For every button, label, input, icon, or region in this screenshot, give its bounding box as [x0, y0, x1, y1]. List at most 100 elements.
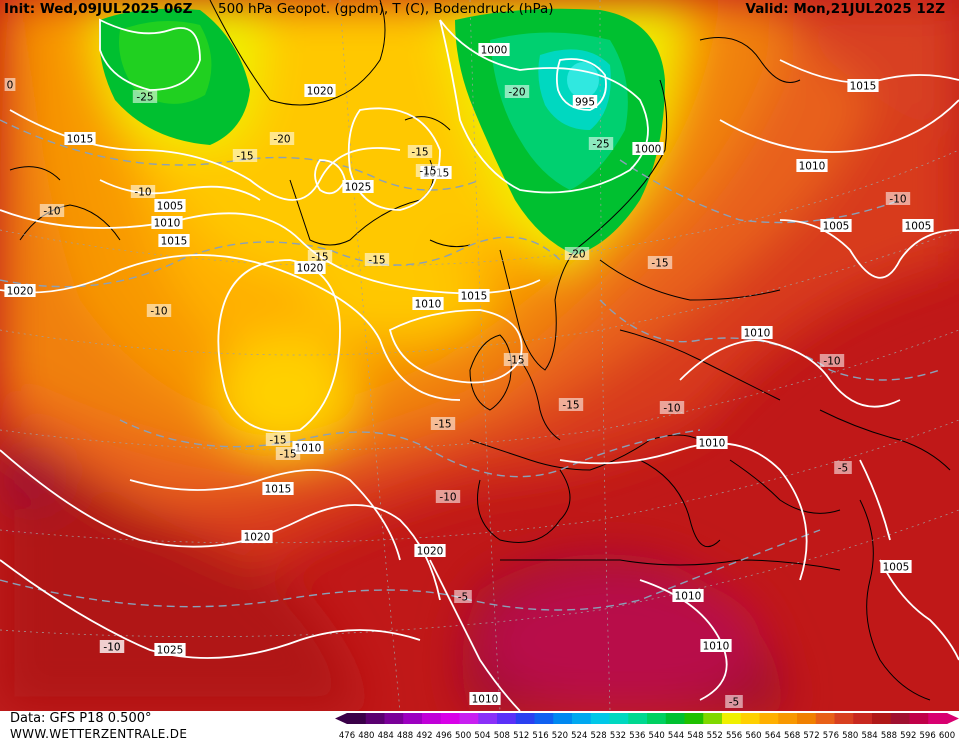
isobar-label-1015-azores: 1015 — [262, 482, 294, 496]
svg-text:1005: 1005 — [157, 201, 184, 213]
svg-text:995: 995 — [575, 97, 595, 109]
isobar-label-1025-greenland: 1025 — [342, 180, 374, 194]
isobar-label-1000-north: 1000 — [478, 43, 510, 57]
isobar-label-1010-atlantic: 1010 — [412, 297, 444, 311]
svg-text:1010: 1010 — [472, 694, 499, 706]
scale-swatch — [665, 713, 685, 724]
isobar-label-1005-russia-east: 1005 — [902, 219, 934, 233]
scale-tick-label: 500 — [455, 731, 471, 741]
svg-text:-15: -15 — [368, 255, 385, 267]
svg-text:1010: 1010 — [675, 591, 702, 603]
temp-label-minus15-c: -15 — [647, 256, 673, 270]
scale-swatch — [928, 713, 948, 724]
svg-text:1015: 1015 — [161, 236, 188, 248]
svg-text:1015: 1015 — [265, 484, 292, 496]
map-header: Init: Wed,09JUL2025 06Z 500 hPa Geopot. … — [0, 0, 959, 18]
isobar-label-1015-west: 1015 — [64, 132, 96, 146]
scale-swatch — [609, 713, 629, 724]
svg-text:-15: -15 — [269, 435, 286, 447]
scale-tick-label: 568 — [784, 731, 800, 741]
temp-label-minus15-ne: -15 — [558, 398, 584, 412]
trough-west-inner — [119, 21, 212, 104]
scale-swatch — [403, 713, 423, 724]
temp-label-minus5-se: -5 — [725, 695, 743, 709]
scale-tick-label: 524 — [571, 731, 587, 741]
temp-label-minus15-low: -15 — [275, 447, 301, 461]
scale-tick-label: 564 — [765, 731, 781, 741]
scale-swatch — [440, 713, 460, 724]
scale-tick-label: 504 — [474, 731, 490, 741]
svg-text:1025: 1025 — [157, 645, 184, 657]
svg-text:-15: -15 — [507, 355, 524, 367]
temp-label-minus15-a: -15 — [407, 145, 433, 159]
isobar-label-1005-canada: 1005 — [154, 199, 186, 213]
scale-tick-label: 492 — [416, 731, 432, 741]
svg-text:1000: 1000 — [481, 45, 508, 57]
svg-text:1005: 1005 — [883, 562, 910, 574]
svg-text:-10: -10 — [43, 206, 60, 218]
svg-text:-10: -10 — [134, 187, 151, 199]
init-time: Init: Wed,09JUL2025 06Z — [4, 1, 193, 17]
color-scale-legend: 476 480 484 488 492 496 500 504 508 512 516 520 524 5… — [335, 713, 959, 741]
temp-label-minus10-canada: -10 — [130, 185, 156, 199]
svg-text:1005: 1005 — [823, 221, 850, 233]
temp-label-minus10-south: -10 — [99, 640, 125, 654]
trough-core-center — [567, 62, 599, 98]
temp-label-minus10-low: -10 — [435, 490, 461, 504]
temp-label-minus5-africa: -5 — [454, 590, 472, 604]
svg-text:-5: -5 — [729, 697, 739, 709]
isobar-label-1020-iberia: 1020 — [414, 544, 446, 558]
scale-tick-label: 480 — [358, 731, 374, 741]
svg-text:1010: 1010 — [154, 218, 181, 230]
scale-tick-label: 488 — [397, 731, 413, 741]
scale-tick-label: 572 — [803, 731, 819, 741]
valid-time: Valid: Mon,21JUL2025 12Z — [745, 1, 945, 17]
scale-swatch — [553, 713, 573, 724]
svg-text:-10: -10 — [889, 194, 906, 206]
temp-label-minus20-scand: -20 — [564, 247, 590, 261]
svg-text:-10: -10 — [439, 492, 456, 504]
scale-tick-label: 576 — [823, 731, 839, 741]
scale-swatch — [628, 713, 648, 724]
isobar-label-1010-africa: 1010 — [672, 589, 704, 603]
scale-tick-label: 520 — [552, 731, 568, 741]
svg-text:1020: 1020 — [244, 532, 271, 544]
scale-tick-label: 476 — [339, 731, 355, 741]
isobar-label-1010-low: 1010 — [292, 441, 324, 455]
map-title: 500 hPa Geopot. (gpdm), T (C), Bodendruc… — [218, 1, 554, 17]
scale-swatch — [703, 713, 723, 724]
lat-lon-grid — [0, 0, 959, 711]
svg-text:-25: -25 — [592, 139, 609, 151]
temp-label-minus15-sea: -15 — [364, 253, 390, 267]
scale-swatch — [515, 713, 535, 724]
coastlines — [9, 0, 951, 701]
scale-swatch — [872, 713, 892, 724]
isobar-label-1005-turkey: 1005 — [880, 560, 912, 574]
scale-tick-label: 552 — [707, 731, 723, 741]
svg-text:-15: -15 — [419, 166, 436, 178]
svg-text:-15: -15 — [236, 151, 253, 163]
scale-tick-label: 600 — [939, 731, 955, 741]
temperature-labels: -25 -20 -20 -25 -20 -15 -15 -15 -15 -15 -15 -15 -15 -… — [4, 78, 911, 709]
temp-label-minus15-uk: -15 — [430, 417, 456, 431]
svg-text:-15: -15 — [562, 400, 579, 412]
temp-label-minus10-spain: -10 — [659, 401, 685, 415]
temp-label-minus5-turkey: -5 — [834, 461, 852, 475]
scale-arrow-high — [947, 713, 959, 724]
isobar-label-1025-south: 1025 — [154, 643, 186, 657]
isobar-label-1010-poland: 1010 — [741, 326, 773, 340]
svg-text:1020: 1020 — [417, 546, 444, 558]
scale-tick-label: 592 — [900, 731, 916, 741]
svg-text:1010: 1010 — [415, 299, 442, 311]
isobar-label-1010-canada: 1010 — [151, 216, 183, 230]
temp-label-zero-west: 0 — [4, 78, 16, 92]
scale-swatch — [815, 713, 835, 724]
scale-tick-label: 484 — [378, 731, 394, 741]
temp-label-minus15-green: -15 — [232, 149, 258, 163]
scale-tick-label: 512 — [513, 731, 529, 741]
scale-swatch — [572, 713, 592, 724]
scale-swatch — [478, 713, 498, 724]
svg-text:1020: 1020 — [297, 263, 324, 275]
scale-swatch — [909, 713, 929, 724]
